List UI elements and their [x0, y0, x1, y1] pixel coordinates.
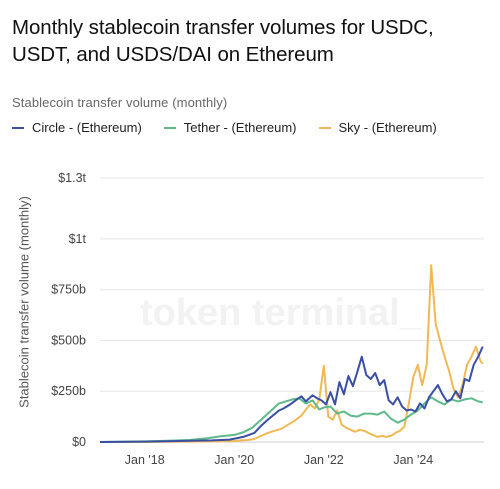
y-axis-ticks: $0 $250b $500b $750b $1t $1.3t	[51, 171, 86, 449]
legend-item-tether[interactable]: Tether - (Ethereum)	[163, 120, 297, 135]
legend-label-circle: Circle - (Ethereum)	[32, 120, 142, 135]
legend: Circle - (Ethereum) Tether - (Ethereum) …	[12, 120, 437, 135]
legend-swatch-sky	[318, 126, 331, 129]
x-axis-ticks: Jan '18 Jan '20 Jan '22 Jan '24	[125, 453, 433, 467]
series-line-sky	[100, 264, 484, 443]
y-tick-label: $500b	[51, 333, 86, 347]
legend-label-sky: Sky - (Ethereum)	[338, 120, 437, 135]
watermark: token terminal_	[140, 292, 422, 334]
y-tick-label: $1.3t	[58, 171, 86, 185]
x-tick-label: Jan '24	[393, 453, 433, 467]
legend-swatch-circle	[12, 126, 24, 129]
y-tick-label: $750b	[51, 283, 86, 297]
y-tick-label: $250b	[51, 384, 86, 398]
chart-subtitle: Stablecoin transfer volume (monthly)	[12, 95, 228, 110]
series-line-circle	[99, 346, 484, 443]
x-tick-label: Jan '22	[304, 453, 344, 467]
legend-swatch-tether	[163, 126, 176, 129]
y-tick-label: $1t	[69, 232, 87, 246]
legend-label-tether: Tether - (Ethereum)	[183, 120, 297, 135]
series-line-tether	[99, 396, 483, 443]
x-tick-label: Jan '20	[214, 453, 254, 467]
legend-item-sky[interactable]: Sky - (Ethereum)	[318, 120, 437, 135]
series-lines	[99, 264, 484, 443]
x-tick-label: Jan '18	[125, 453, 165, 467]
chart-title: Monthly stablecoin transfer volumes for …	[12, 16, 434, 66]
y-tick-label: $0	[72, 435, 86, 449]
legend-item-circle[interactable]: Circle - (Ethereum)	[12, 120, 142, 135]
